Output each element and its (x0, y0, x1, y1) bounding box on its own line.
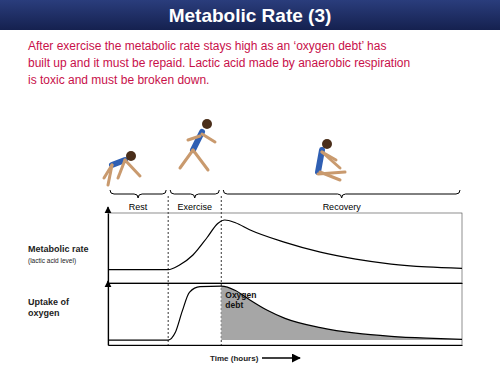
x-label: Time (hours) (210, 354, 259, 363)
figure-part (202, 119, 212, 129)
figure-part (118, 160, 125, 178)
annotation: Oxygen (225, 290, 256, 300)
x-axis (109, 345, 463, 346)
y-label: Uptake of (28, 297, 70, 307)
phase-brace (170, 190, 219, 198)
phase-brace (110, 190, 166, 198)
figure-part (193, 150, 208, 170)
y-label-note: (lactic acid level) (28, 257, 76, 265)
plot-area (108, 286, 462, 340)
figure-part (320, 172, 340, 180)
phase-brace (223, 190, 460, 198)
y-label: Metabolic rate (28, 244, 89, 254)
figure-part (202, 134, 215, 142)
figure-part (188, 136, 200, 140)
figure-part (322, 152, 340, 168)
figure-part (108, 165, 112, 185)
phase-label: Rest (129, 202, 148, 212)
axis-line (109, 283, 463, 284)
axis-arrow (107, 207, 108, 213)
plot-frame (108, 213, 462, 283)
body-text: After exercise the metabolic rate stays … (28, 39, 386, 53)
figure-part (126, 151, 136, 161)
title: Metabolic Rate (3) (169, 5, 332, 26)
figure-part (322, 139, 332, 149)
oxygen-line (108, 286, 462, 340)
phase-label: Exercise (177, 202, 212, 212)
title-bar (0, 0, 500, 30)
figure-part (125, 160, 140, 176)
figure-part (322, 152, 336, 160)
metabolic-line (108, 220, 462, 270)
axis-line (108, 214, 109, 284)
slide: Metabolic Rate (3) After exercise the met… (0, 0, 500, 375)
axis-line (109, 345, 463, 346)
axis-arrow (107, 281, 108, 287)
x-arrow (262, 357, 300, 359)
phase-boundary (168, 196, 169, 345)
body-text: built up and it must be repaid. Lactic a… (28, 56, 410, 70)
phase-label: Recovery (323, 202, 362, 212)
plot-area (108, 220, 462, 270)
athletes (104, 119, 345, 185)
y-axis (108, 214, 109, 284)
x-axis (109, 283, 463, 284)
y-label: oxygen (28, 308, 60, 318)
annotation: debt (225, 300, 243, 310)
oxygen-debt-area (221, 286, 462, 340)
body-text: is toxic and must be broken down. (28, 73, 209, 87)
figure-part (180, 150, 193, 168)
axis-line (108, 284, 109, 346)
plot-frame (108, 283, 462, 345)
y-axis (108, 284, 109, 346)
